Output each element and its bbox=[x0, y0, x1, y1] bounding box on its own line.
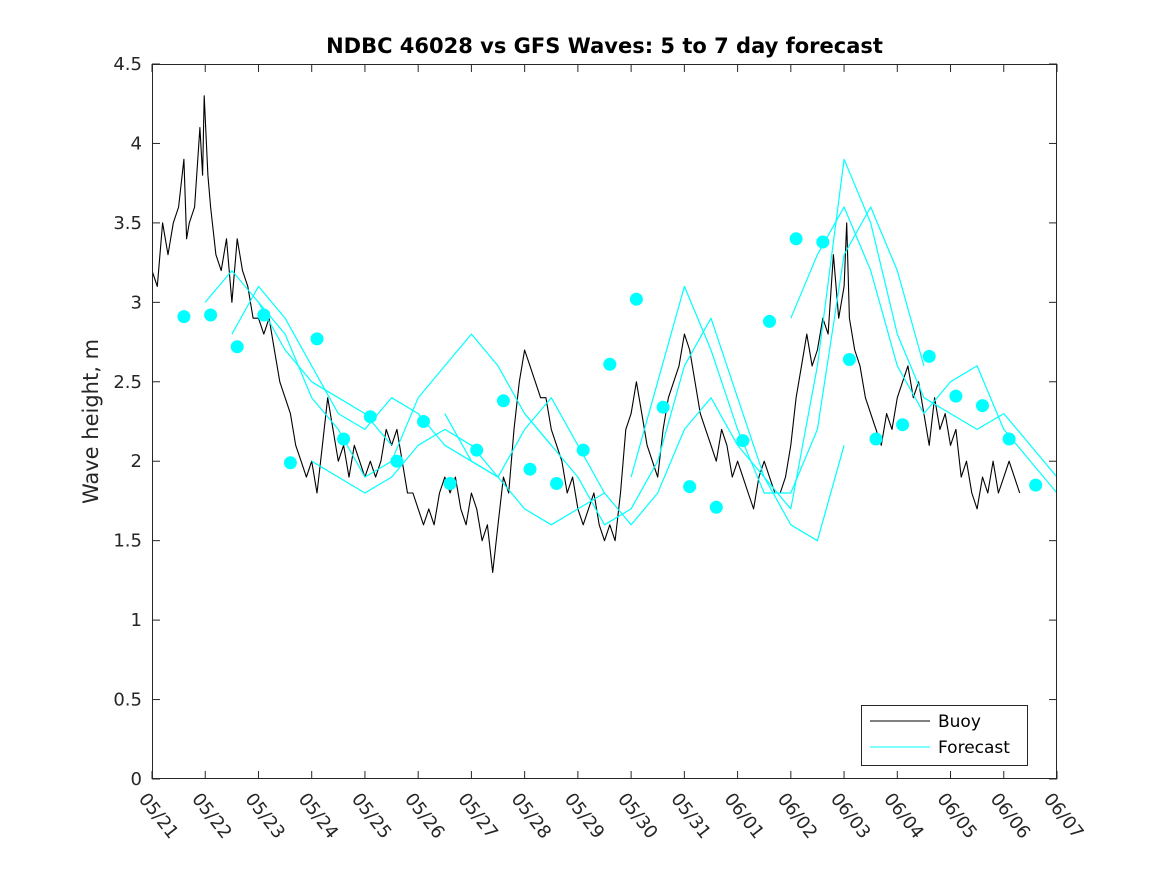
forecast-marker bbox=[310, 332, 324, 346]
y-tick-label: 0.5 bbox=[113, 690, 142, 711]
forecast-marker bbox=[523, 462, 537, 476]
forecast-marker bbox=[257, 308, 271, 322]
forecast-marker bbox=[576, 443, 590, 457]
y-tick-label: 1.5 bbox=[113, 531, 142, 552]
forecast-marker bbox=[177, 310, 191, 324]
forecast-marker bbox=[709, 500, 723, 514]
forecast-line-8 bbox=[737, 158, 1057, 510]
forecast-marker bbox=[736, 434, 750, 448]
forecast-marker bbox=[922, 349, 936, 363]
forecast-marker bbox=[869, 432, 883, 446]
legend-buoy-label: Buoy bbox=[938, 712, 981, 732]
forecast-marker bbox=[896, 418, 910, 432]
y-tick-label: 4.5 bbox=[113, 54, 142, 75]
forecast-line-6 bbox=[524, 317, 845, 542]
forecast-marker bbox=[417, 415, 430, 428]
y-axis-title: Wave height, m bbox=[79, 339, 103, 504]
buoy-line bbox=[152, 95, 1021, 573]
forecast-marker bbox=[949, 389, 963, 403]
forecast-marker bbox=[763, 314, 776, 328]
y-tick-label: 3.5 bbox=[113, 213, 142, 234]
forecast-marker bbox=[390, 454, 404, 468]
forecast-marker bbox=[363, 410, 377, 424]
forecast-marker bbox=[842, 353, 856, 366]
forecast-marker bbox=[1002, 432, 1016, 446]
forecast-marker bbox=[204, 308, 218, 322]
y-tick-label: 2.5 bbox=[113, 372, 142, 393]
y-tick-label: 0 bbox=[131, 769, 142, 790]
y-tick-label: 1 bbox=[131, 610, 142, 631]
forecast-marker bbox=[337, 432, 351, 446]
forecast-marker bbox=[443, 477, 457, 490]
forecast-marker bbox=[789, 232, 803, 246]
forecast-line-2 bbox=[231, 285, 499, 478]
plot-frame bbox=[152, 64, 1057, 779]
y-tick-label: 2 bbox=[131, 451, 142, 472]
forecast-marker bbox=[683, 480, 697, 494]
forecast-marker bbox=[230, 340, 244, 354]
forecast-marker bbox=[470, 443, 484, 457]
chart-title: NDBC 46028 vs GFS Waves: 5 to 7 day fore… bbox=[326, 34, 883, 58]
forecast-line-5 bbox=[444, 397, 739, 526]
y-tick-label: 3 bbox=[131, 292, 142, 313]
forecast-marker bbox=[629, 292, 643, 306]
forecast-marker bbox=[1029, 478, 1043, 492]
y-tick-label: 4 bbox=[131, 133, 142, 154]
legend-forecast-label: Forecast bbox=[938, 738, 1010, 758]
legend-box bbox=[861, 705, 1028, 766]
forecast-marker bbox=[976, 399, 989, 413]
series-buoy bbox=[152, 95, 1021, 573]
series-forecast-markers bbox=[177, 232, 1043, 514]
plot-area bbox=[152, 64, 1057, 779]
forecast-marker bbox=[283, 456, 297, 470]
series-layer bbox=[152, 95, 1057, 573]
forecast-marker bbox=[496, 394, 510, 408]
y-axis-ticks: 0 0.5 1 1.5 2 2.5 3 3.5 4 4.5 bbox=[113, 54, 1057, 790]
forecast-line-3 bbox=[258, 301, 552, 478]
forecast-marker bbox=[816, 235, 830, 249]
forecast-marker bbox=[603, 357, 617, 371]
forecast-marker bbox=[550, 477, 564, 490]
forecast-marker bbox=[656, 400, 670, 414]
legend: Buoy Forecast bbox=[861, 705, 1028, 766]
